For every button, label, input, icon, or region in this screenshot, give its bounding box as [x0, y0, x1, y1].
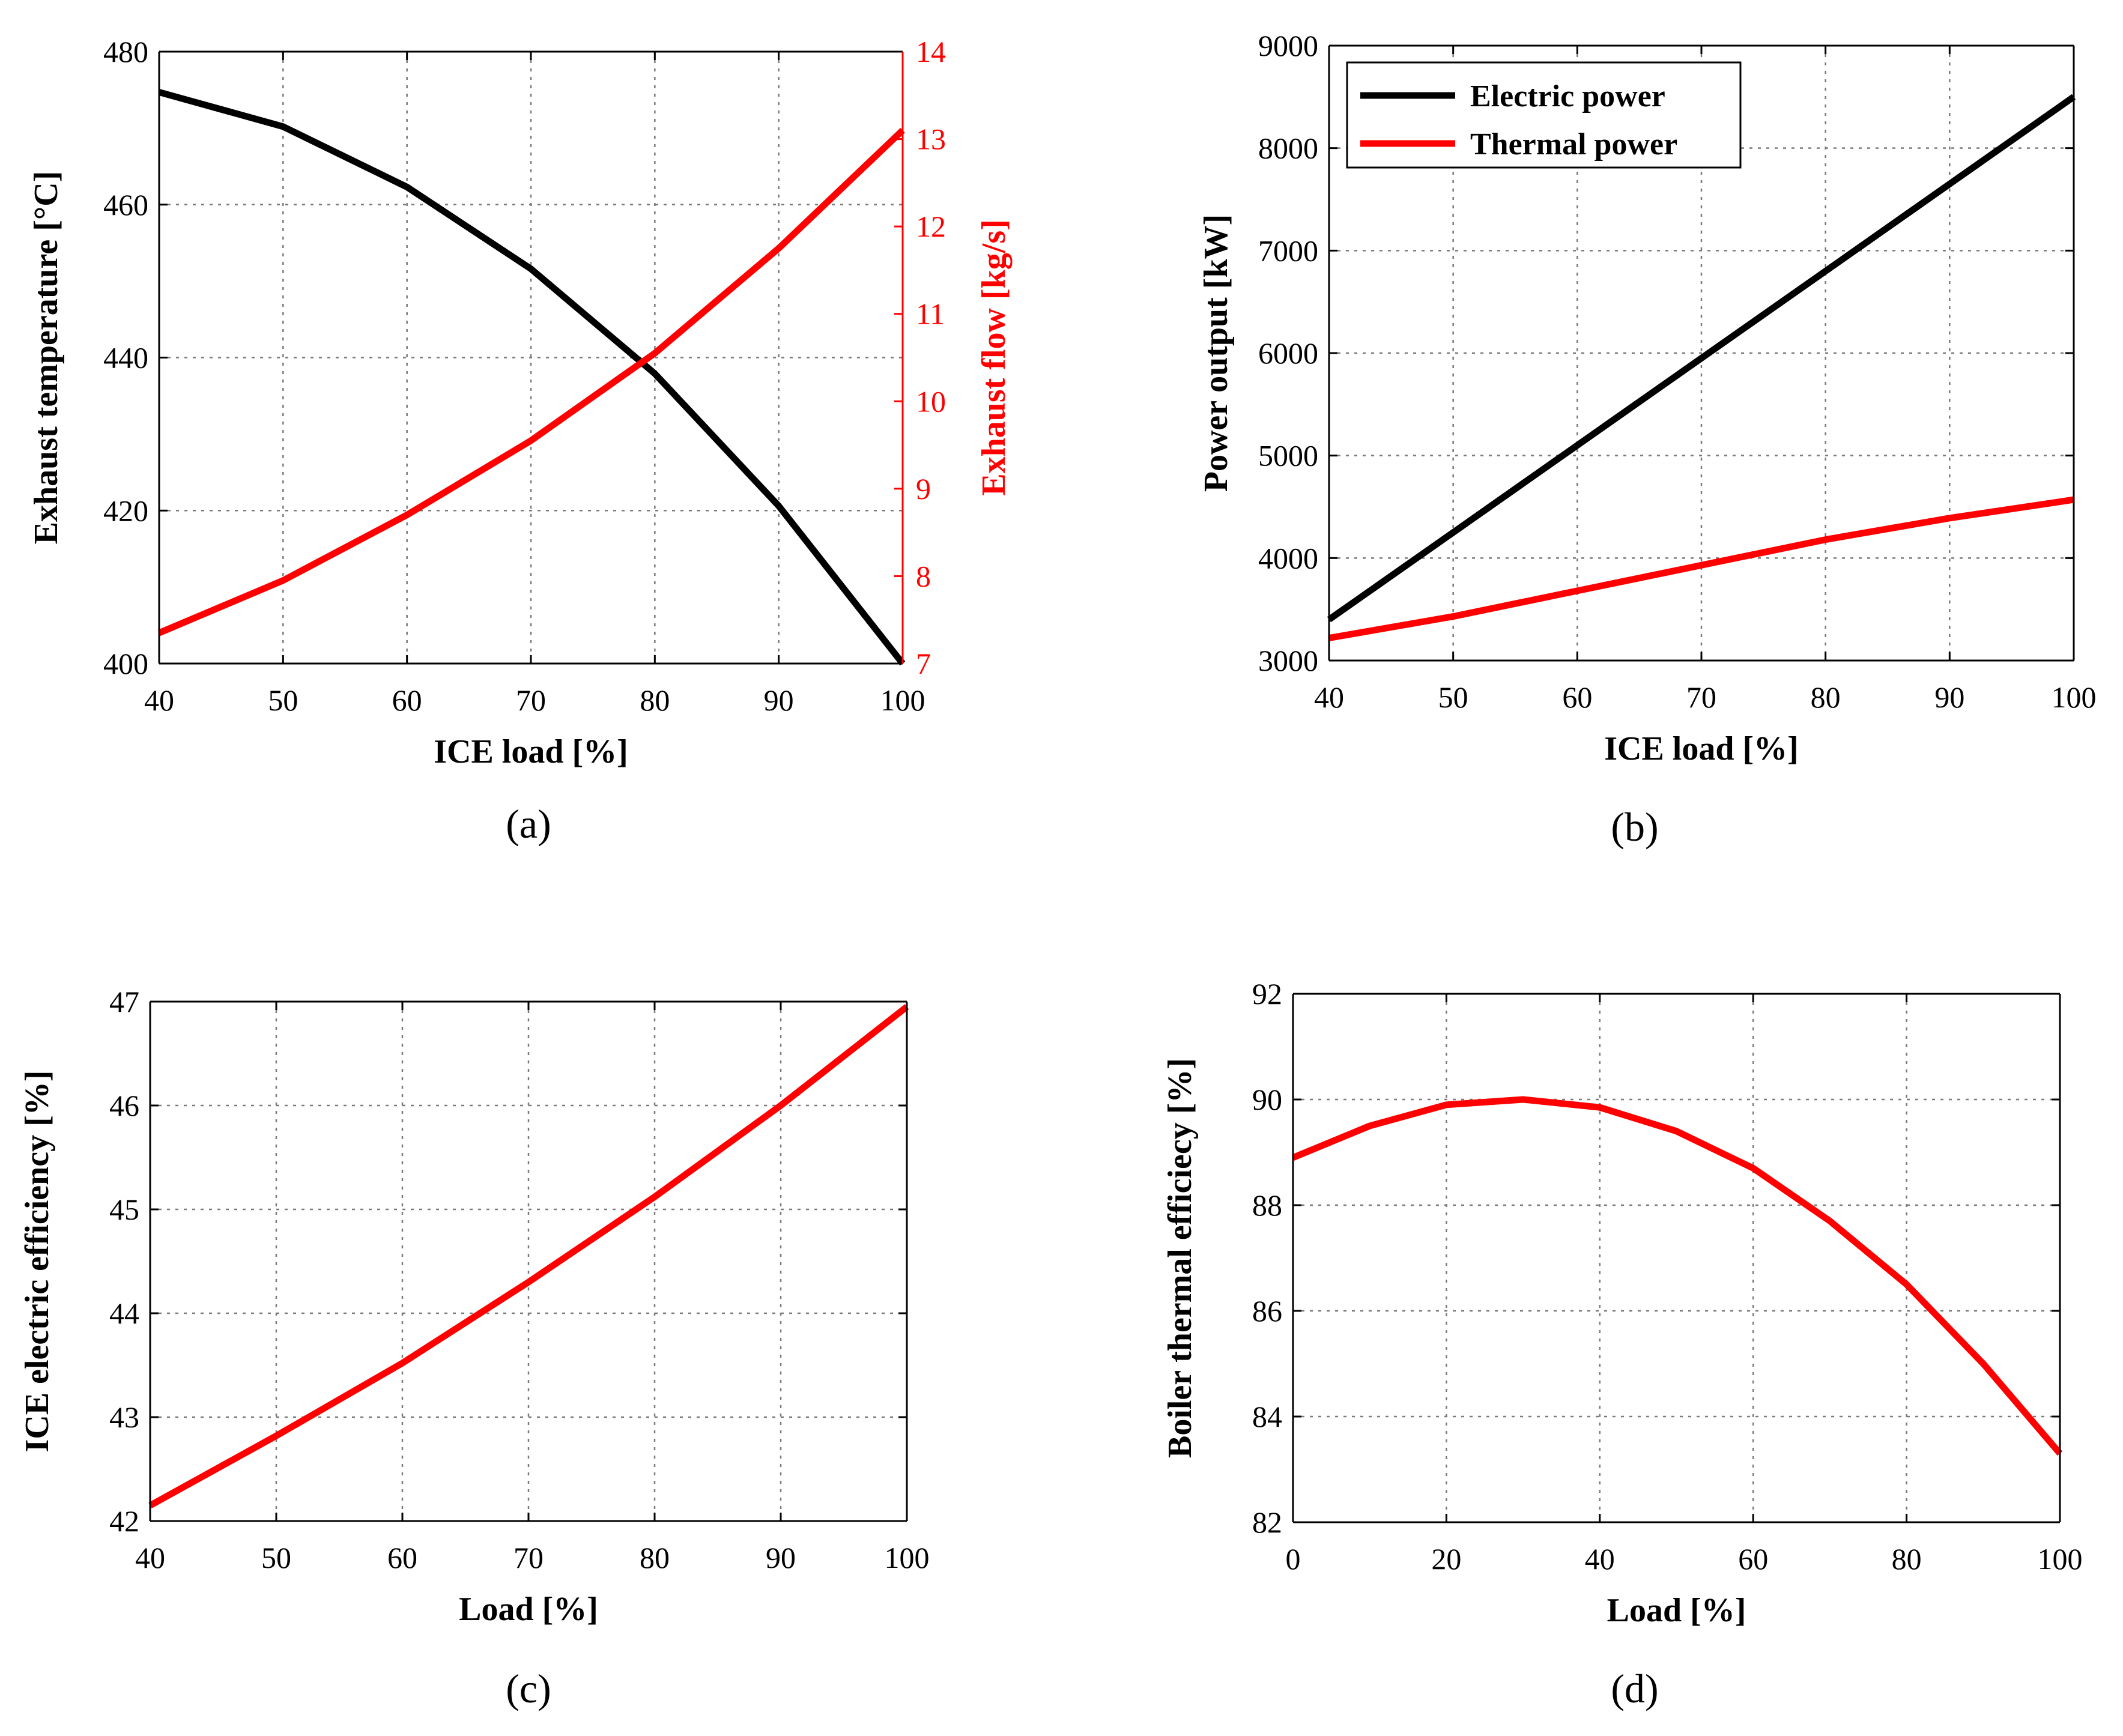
y-right-tick-label: 14 [916, 35, 946, 68]
x-tick-label: 40 [135, 1541, 165, 1574]
x-axis-label: ICE load [%] [434, 733, 628, 770]
y-tick-label: 82 [1252, 1505, 1282, 1539]
y-right-tick-label: 7 [916, 647, 931, 680]
x-tick-label: 80 [1811, 680, 1841, 714]
y-tick-label: 84 [1252, 1400, 1282, 1433]
chart-panel-b: 40 50 60 70 80 90 100 3000 4000 5000 6000 7000 8000 9… [1198, 29, 2097, 850]
x-tick-label: 90 [1934, 680, 1964, 714]
x-tick-label: 100 [880, 683, 925, 717]
y-axis-label: Power output [kW] [1198, 214, 1235, 492]
y-tick-label: 46 [109, 1089, 139, 1122]
legend-box [1346, 61, 1742, 169]
series-line-boiler-thermal-efficiency [1291, 1096, 2063, 1456]
y-tick-label: 400 [103, 647, 148, 680]
y-tick-label: 42 [109, 1504, 139, 1538]
x-tick-label: 80 [1892, 1542, 1922, 1576]
x-tick-label: 100 [2038, 1542, 2083, 1576]
x-tick-label: 70 [516, 683, 546, 717]
x-axis-label: ICE load [%] [1604, 730, 1799, 767]
y-right-tick-label: 11 [916, 297, 945, 331]
y-right-axis-label: Exhaust flow [kg/s] [975, 219, 1013, 496]
panel-label: (a) [506, 801, 551, 847]
y-tick-label: 3000 [1258, 644, 1318, 677]
x-tick-label: 40 [1585, 1542, 1615, 1576]
chart-panel-d: 0 20 40 60 80 100 82 84 86 88 90 92 Load [%] Boiler t… [1161, 977, 2083, 1711]
y-right-tick-label: 8 [916, 559, 931, 593]
y-tick-label: 8000 [1258, 132, 1318, 165]
panel-label: (b) [1611, 804, 1658, 850]
y-axis-label: ICE electric efficiency [%] [19, 1071, 56, 1453]
x-tick-label: 60 [1562, 680, 1592, 714]
y-tick-label: 440 [103, 341, 148, 375]
x-tick-label: 20 [1431, 1542, 1461, 1576]
x-tick-label: 60 [387, 1541, 417, 1574]
legend: Electric power Thermal power [1346, 61, 1742, 169]
y-tick-label: 44 [109, 1296, 139, 1330]
y-axis-label: Boiler thermal efficiecy [%] [1161, 1058, 1199, 1458]
series-line-electric-power [1327, 94, 2076, 623]
y-tick-label: 47 [109, 985, 139, 1018]
x-tick-label: 70 [513, 1541, 544, 1574]
y-tick-label: 92 [1252, 977, 1282, 1011]
x-tick-label: 40 [1314, 680, 1344, 714]
y-right-tick-label: 9 [916, 472, 931, 506]
series-line-exhaust-flow [157, 128, 905, 637]
chart-panel-a: 40 50 60 70 80 90 100 400 420 440 460 480 7 8 9 10 11 12 1… [28, 35, 1013, 847]
x-tick-label: 0 [1286, 1542, 1301, 1576]
x-tick-label: 60 [1738, 1542, 1768, 1576]
x-tick-label: 90 [766, 1541, 796, 1574]
y-tick-label: 7000 [1258, 234, 1318, 267]
chart-panel-c: 40 50 60 70 80 90 100 42 43 44 45 46 47 Load [%] ICE e… [19, 985, 930, 1711]
y-tick-label: 43 [109, 1400, 139, 1434]
panel-label: (c) [506, 1666, 551, 1711]
legend-entry: Electric power [1470, 79, 1665, 113]
x-tick-label: 100 [885, 1541, 930, 1574]
y-tick-label: 9000 [1258, 29, 1318, 62]
y-tick-label: 480 [103, 35, 148, 68]
y-axis-label: Exhaust temperature [°C] [28, 171, 65, 545]
x-tick-label: 50 [261, 1541, 291, 1574]
series-line-thermal-power [1328, 496, 2074, 641]
y-right-tick-label: 10 [916, 384, 946, 418]
y-tick-label: 6000 [1258, 336, 1318, 370]
y-tick-label: 420 [103, 494, 148, 527]
y-tick-label: 88 [1252, 1188, 1282, 1222]
y-tick-label: 90 [1252, 1083, 1282, 1116]
x-tick-label: 100 [2052, 680, 2097, 714]
x-tick-label: 60 [392, 683, 422, 717]
y-tick-label: 4000 [1258, 541, 1318, 575]
x-tick-label: 90 [764, 683, 794, 717]
y-right-tick-label: 12 [916, 210, 946, 243]
x-tick-label: 80 [640, 683, 670, 717]
x-axis-label: Load [%] [459, 1591, 598, 1628]
x-tick-label: 50 [268, 683, 298, 717]
series-line-exhaust-temperature [158, 89, 906, 666]
x-tick-label: 80 [640, 1541, 670, 1574]
x-axis-label: Load [%] [1607, 1592, 1746, 1629]
x-tick-label: 50 [1438, 680, 1468, 714]
series-line-ice-electric-efficiency [148, 1004, 909, 1508]
x-tick-label: 70 [1686, 680, 1716, 714]
y-right-tick-label: 13 [916, 122, 946, 156]
y-tick-label: 460 [103, 188, 148, 222]
x-tick-label: 40 [144, 683, 174, 717]
legend-entry: Thermal power [1470, 127, 1677, 162]
y-tick-label: 5000 [1258, 439, 1318, 473]
panel-label: (d) [1611, 1666, 1658, 1711]
y-tick-label: 45 [109, 1193, 139, 1226]
y-tick-label: 86 [1252, 1294, 1282, 1328]
